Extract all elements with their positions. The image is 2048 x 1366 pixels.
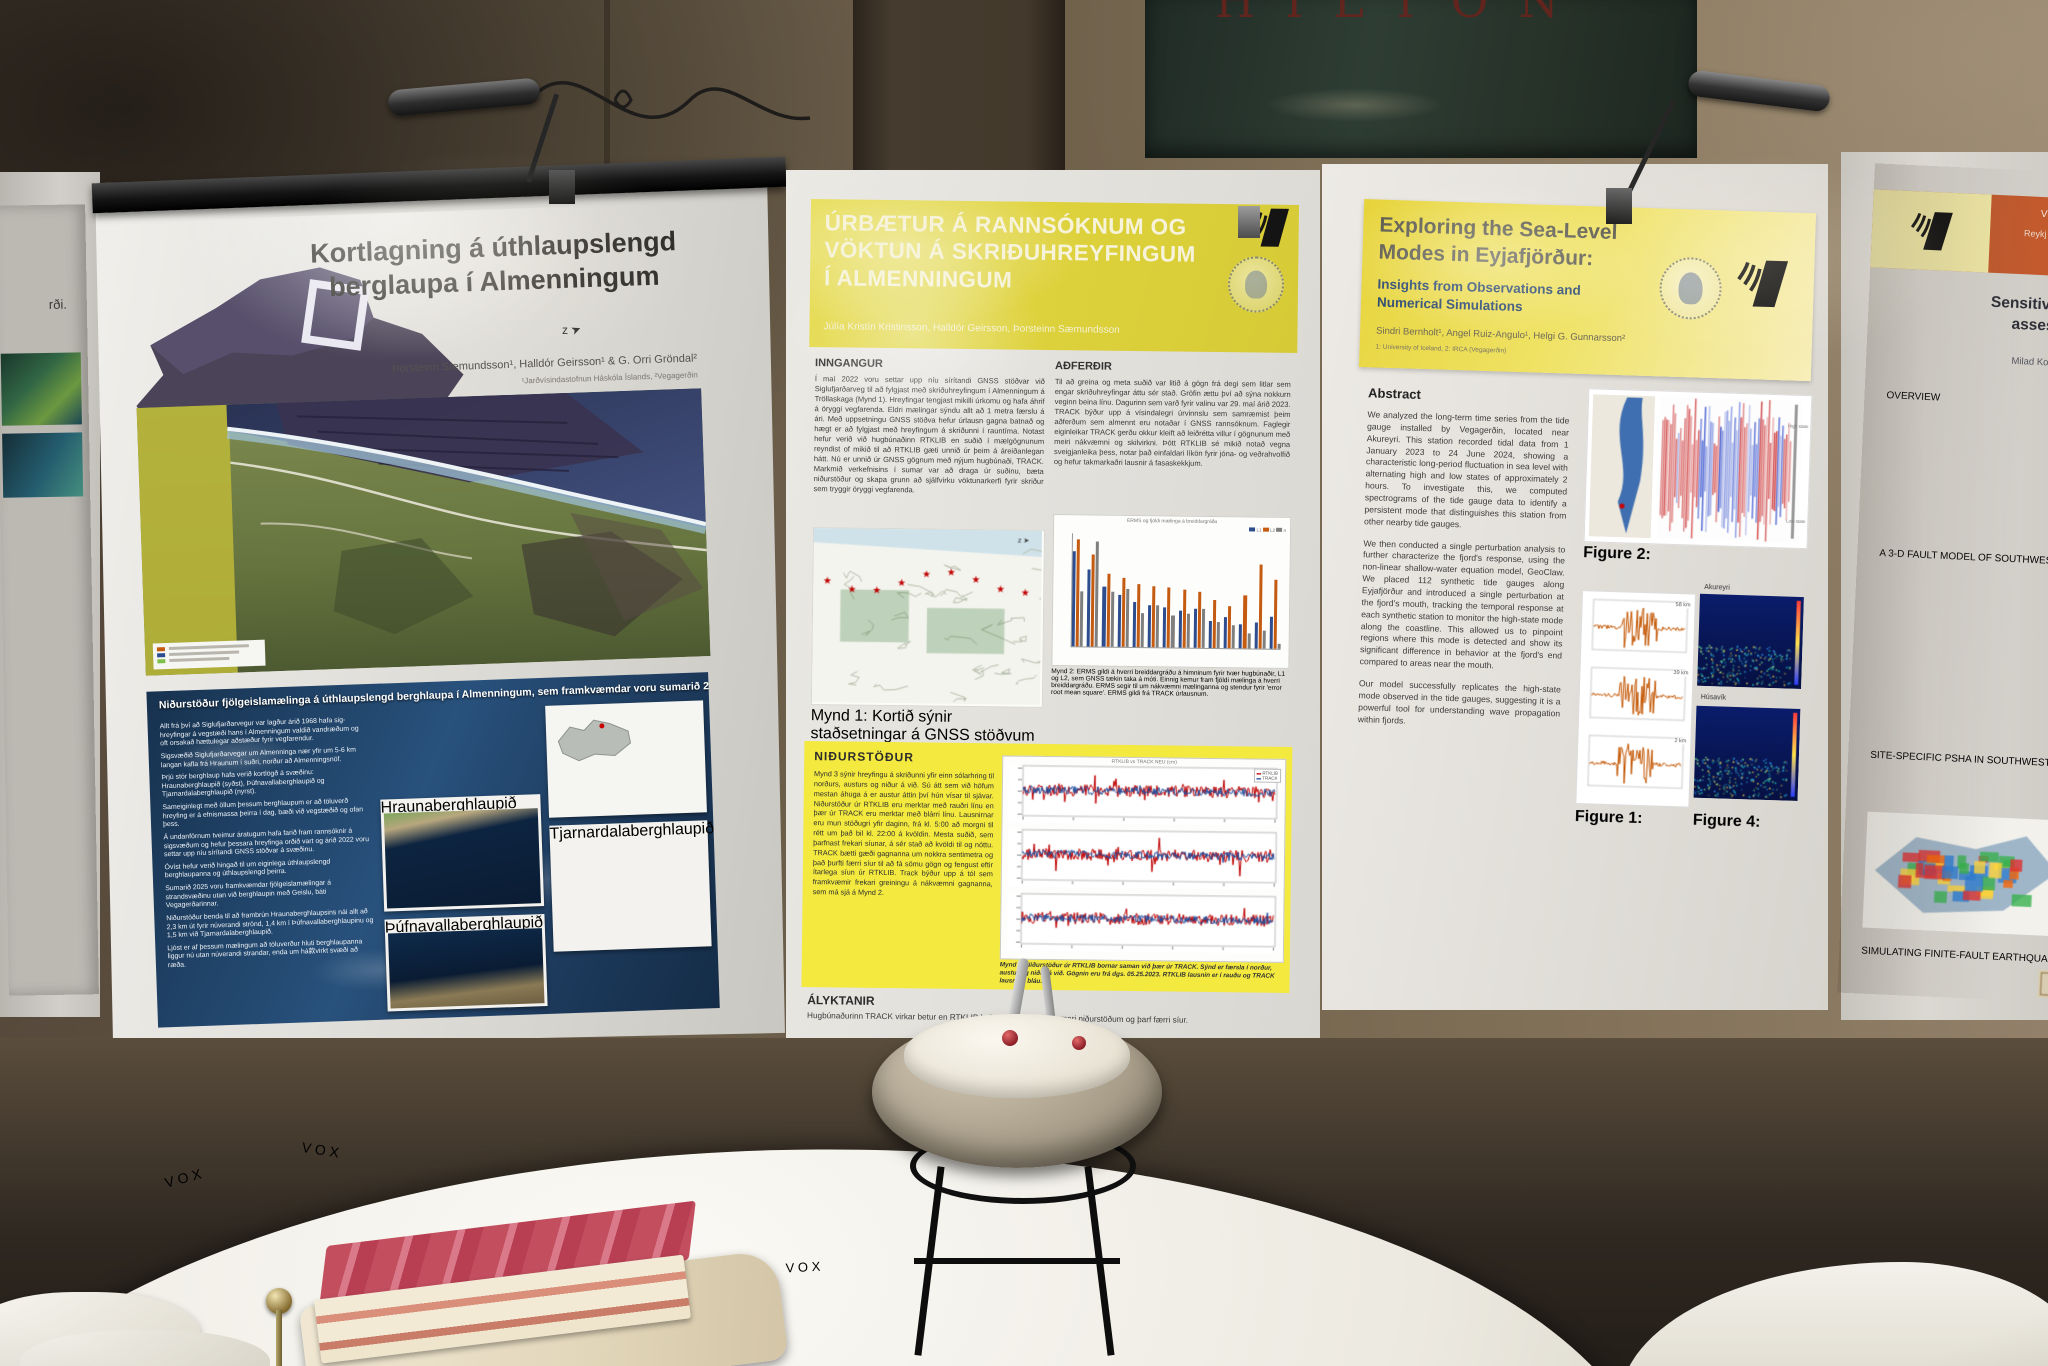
card-holder-stem [276, 1310, 282, 1366]
poster-right: Exploring the Sea-Level Modes in Eyjafjö… [1330, 174, 1829, 999]
header-logo-square [1870, 189, 1992, 273]
poster-far-right-header: V Reykj [1870, 189, 2048, 286]
iceland-map [557, 719, 632, 762]
terrain-multibeam-map [136, 388, 711, 676]
lamp-right-bracket [1238, 206, 1260, 238]
iceland-overview-panel [545, 700, 707, 818]
lamp-cable [528, 80, 811, 121]
card-holder-knob [266, 1288, 292, 1314]
stand-crossbar [914, 1258, 1120, 1264]
lamp-left-clamp [549, 170, 575, 204]
bowl-redcurrant [1002, 1030, 1018, 1046]
glass-panel: HILTON [1145, 0, 1697, 158]
hotel-sign-text: HILTON [1215, 0, 1589, 28]
vegagerdin-logo [1910, 212, 1953, 251]
lamp-left-glow [280, 150, 700, 370]
poster-right-header: Exploring the Sea-Level Modes in Eyjafjö… [1358, 199, 1817, 382]
lamp-right-glow [1540, 150, 1960, 370]
bowl-redcurrant [1072, 1036, 1086, 1050]
glass-reflection [1265, 88, 1445, 122]
whipped-cream [904, 1014, 1130, 1098]
lamp-right-clamp [1606, 188, 1632, 224]
wall-seam [604, 0, 610, 175]
vegagerdin-logo [1737, 260, 1789, 308]
poster-far-right: V Reykj Sensitivity analysis of p assess… [1837, 163, 2048, 1011]
poster-left: Kortlagning á úthlaupslengd berglaupa í … [122, 202, 728, 1034]
results-box: Niðurstöður fjölgeislamælinga á úthlaups… [146, 672, 720, 1028]
